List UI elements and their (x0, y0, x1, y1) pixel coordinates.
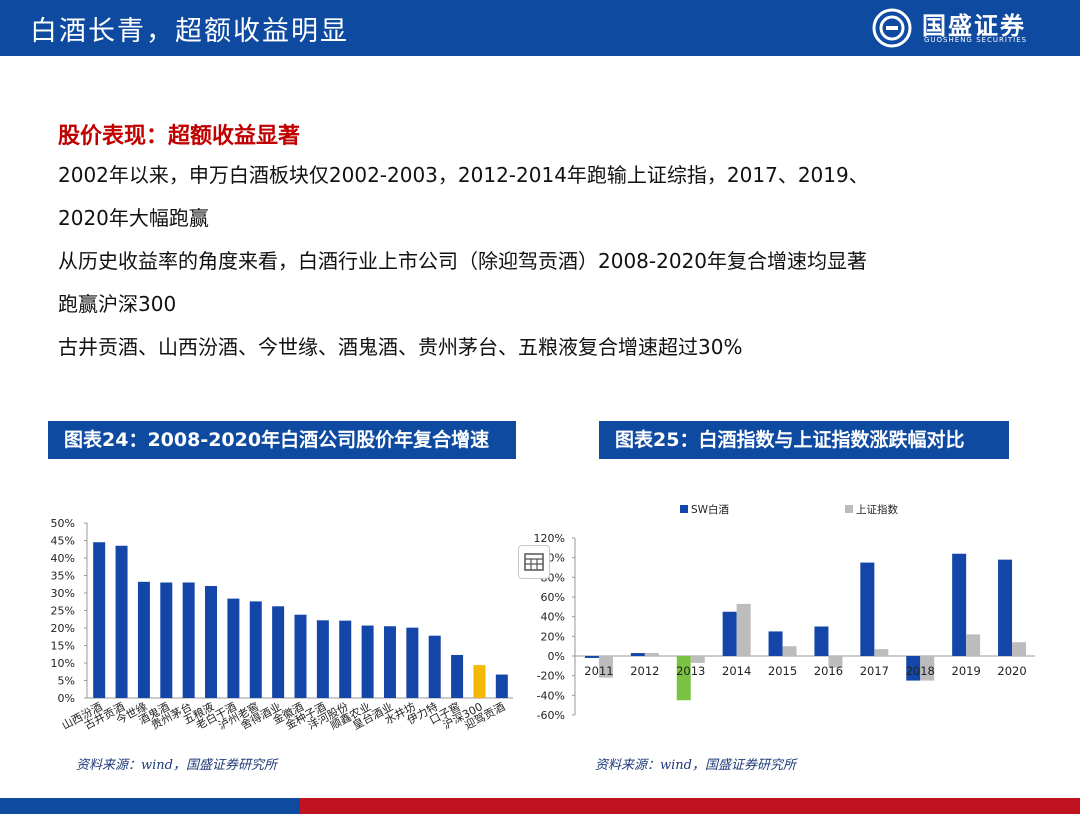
bar (182, 582, 195, 698)
y-tick-label: 45% (51, 535, 75, 548)
bar (294, 614, 307, 698)
paragraph-line: 2020年大幅跑赢 (58, 206, 209, 230)
y-tick-label: -40% (537, 689, 565, 702)
y-tick-label: 50% (51, 517, 75, 530)
y-tick-label: 15% (51, 640, 75, 653)
bar (920, 656, 935, 681)
x-tick-label: 2013 (676, 664, 705, 678)
bar (406, 627, 419, 698)
paragraph-line: 古井贡酒、山西汾酒、今世缘、酒鬼酒、贵州茅台、五粮液复合增速超过30% (58, 335, 743, 359)
bar (768, 631, 783, 656)
figure25-source: 资料来源：wind，国盛证券研究所 (595, 758, 796, 773)
bar (205, 586, 218, 698)
table-view-button[interactable] (518, 545, 550, 579)
bar (451, 654, 464, 698)
bar (814, 626, 829, 656)
logo-subtitle: GUOSHENG SECURITIES (924, 36, 1028, 44)
bar (676, 656, 691, 701)
bar (115, 545, 128, 698)
y-tick-label: 30% (51, 587, 75, 600)
y-tick-label: 20% (51, 622, 75, 635)
bar (227, 598, 240, 698)
bar (160, 582, 173, 698)
bar (137, 581, 150, 698)
y-tick-label: 25% (51, 605, 75, 618)
y-tick-label: 120% (534, 532, 565, 545)
bar (722, 611, 737, 656)
company-logo: 国盛证券 GUOSHENG SECURITIES (872, 5, 1072, 51)
legend-swatch (845, 505, 853, 513)
paragraph-line: 跑赢沪深300 (58, 292, 177, 316)
chart-24-stock-cagr: 0%5%10%15%20%25%30%35%40%45%50%山西汾酒古井贡酒今… (51, 517, 513, 732)
bar (316, 620, 329, 698)
bar (874, 649, 889, 656)
bar (782, 646, 797, 656)
bar (828, 656, 843, 668)
x-tick-label: 2012 (630, 664, 659, 678)
bar (952, 553, 967, 656)
bar (690, 656, 705, 663)
bar (339, 620, 352, 698)
y-tick-label: -60% (537, 709, 565, 722)
figure24-source: 资料来源：wind，国盛证券研究所 (76, 758, 277, 773)
header-bar: 白酒长青，超额收益明显 国盛证券 GUOSHENG SECURITIES (0, 0, 1080, 56)
x-tick-label: 2011 (584, 664, 613, 678)
legend-label: SW白酒 (691, 503, 730, 516)
x-tick-label: 2020 (997, 664, 1026, 678)
footer-bar-blue (0, 798, 300, 814)
bar (966, 634, 981, 656)
chart-25-index-comparison: SW白酒上证指数-60%-40%-20%0%20%40%60%80%100%12… (534, 503, 1035, 722)
bar (428, 635, 441, 698)
bar (906, 656, 921, 681)
y-tick-label: 0% (548, 650, 565, 663)
bar (998, 559, 1013, 656)
bar (272, 606, 285, 698)
bar (249, 601, 262, 698)
table-icon (524, 553, 544, 571)
bar (736, 603, 751, 656)
bar (598, 656, 613, 678)
y-tick-label: 40% (51, 552, 75, 565)
legend-swatch (680, 505, 688, 513)
guosheng-logo-icon (872, 8, 912, 48)
x-tick-label: 2016 (814, 664, 843, 678)
bar (495, 674, 508, 698)
y-tick-label: 10% (51, 657, 75, 670)
logo-name: 国盛证券 (922, 12, 1026, 40)
bar (383, 626, 396, 698)
paragraph-line: 2002年以来，申万白酒板块仅2002-2003，2012-2014年跑输上证综… (58, 163, 869, 187)
y-tick-label: 20% (541, 630, 565, 643)
bar (584, 656, 599, 658)
section-title: 股价表现：超额收益显著 (58, 123, 301, 149)
figure24-banner: 图表24：2008-2020年白酒公司股价年复合增速 (48, 421, 516, 459)
bar (361, 625, 374, 698)
x-tick-label: 2019 (952, 664, 981, 678)
bar (1012, 642, 1027, 656)
x-tick-label: 2018 (906, 664, 935, 678)
x-tick-label: 2015 (768, 664, 797, 678)
page-title: 白酒长青，超额收益明显 (30, 16, 349, 47)
bar (93, 542, 106, 698)
main-text: 股价表现：超额收益显著 2002年以来，申万白酒板块仅2002-2003，201… (58, 118, 1058, 369)
bar (860, 562, 875, 656)
x-tick-label: 2014 (722, 664, 751, 678)
y-tick-label: 0% (58, 692, 75, 705)
footer-bar-red (300, 798, 1080, 814)
paragraph-line: 从历史收益率的角度来看，白酒行业上市公司（除迎驾贡酒）2008-2020年复合增… (58, 249, 868, 273)
y-tick-label: 60% (541, 591, 565, 604)
y-tick-label: -20% (537, 670, 565, 683)
y-tick-label: 35% (51, 570, 75, 583)
y-tick-label: 40% (541, 611, 565, 624)
bar (644, 653, 659, 656)
figure25-banner: 图表25：白酒指数与上证指数涨跌幅对比 (599, 421, 1009, 459)
y-tick-label: 5% (58, 675, 75, 688)
legend-label: 上证指数 (856, 503, 898, 516)
bar (473, 665, 486, 698)
x-tick-label: 2017 (860, 664, 889, 678)
bar (630, 653, 645, 656)
